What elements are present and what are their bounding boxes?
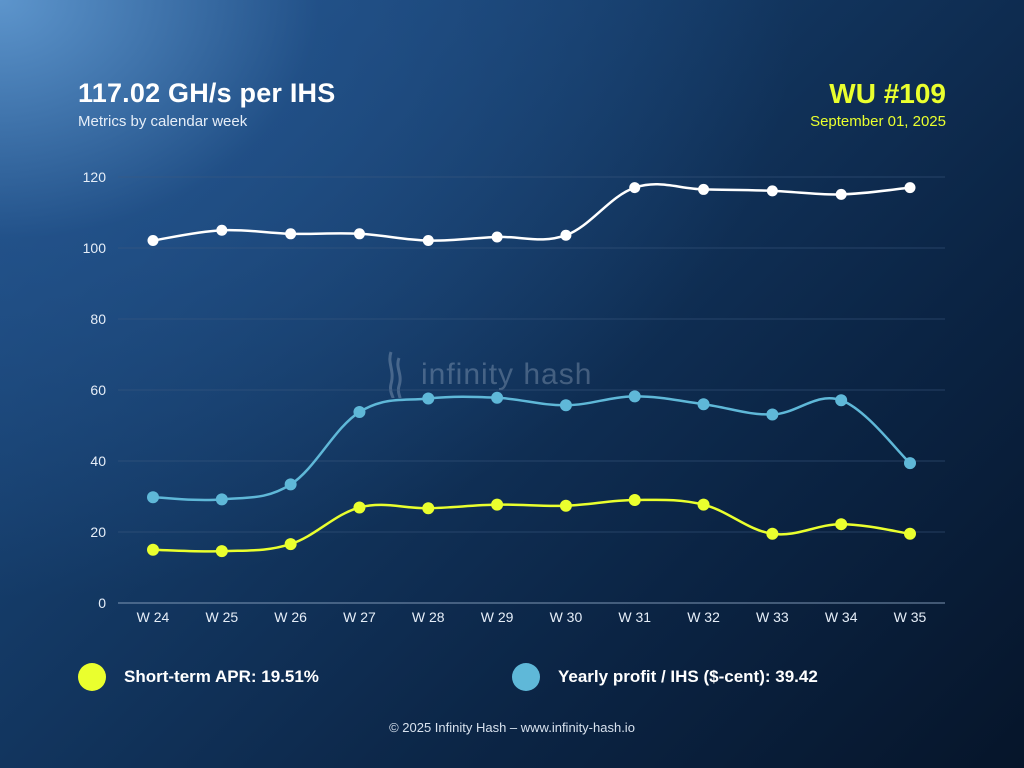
y-tick-label: 80 [90, 311, 106, 327]
data-point [147, 491, 159, 504]
x-axis-ticks: W 24 W 25 W 26 W 27 W 28 W 29 W 30 W 31 W 32 W 33… [137, 609, 927, 625]
data-point [904, 457, 916, 470]
x-tick-label: W 30 [550, 609, 583, 625]
series-lines [152, 183, 911, 553]
data-point [628, 390, 641, 403]
data-point [285, 228, 297, 240]
data-point [216, 224, 228, 236]
data-point [628, 494, 641, 507]
data-point [766, 185, 778, 197]
data-point [491, 391, 504, 404]
wu-number: WU #109 [829, 78, 946, 109]
data-point [835, 394, 848, 407]
x-tick-label: W 34 [825, 609, 858, 625]
y-tick-label: 100 [83, 240, 107, 256]
series-line-1 [152, 395, 911, 502]
data-point [697, 498, 710, 511]
x-tick-label: W 24 [137, 609, 170, 625]
y-tick-label: 60 [90, 382, 106, 398]
y-tick-label: 40 [90, 453, 106, 469]
chart-subtitle: Metrics by calendar week [78, 113, 248, 130]
y-axis-ticks: 0 20 40 60 80 100 120 [83, 169, 107, 611]
legend-profit: Yearly profit / IHS ($-cent): 39.42 [512, 663, 818, 691]
footer-copyright: © 2025 Infinity Hash – www.infinity-hash… [389, 720, 635, 735]
x-tick-label: W 33 [756, 609, 789, 625]
data-point [422, 392, 435, 405]
grid-lines [118, 176, 945, 604]
series-line-2 [152, 498, 911, 553]
infinity-hash-watermark: infinity hash [385, 350, 592, 400]
legend-profit-label: Yearly profit / IHS ($-cent): 39.42 [558, 667, 818, 686]
data-point [353, 228, 365, 240]
data-point [215, 545, 228, 558]
data-point [491, 231, 503, 243]
series-line-0 [152, 183, 911, 242]
data-point [215, 493, 228, 506]
data-point [353, 406, 366, 419]
x-tick-label: W 27 [343, 609, 376, 625]
data-point [147, 235, 159, 247]
data-point [766, 408, 779, 421]
data-point [353, 501, 366, 514]
apr-dot-icon [78, 663, 106, 691]
data-point [284, 478, 297, 491]
data-point [559, 499, 572, 512]
legend-apr-label: Short-term APR: 19.51% [124, 667, 319, 686]
data-point [284, 538, 297, 551]
data-point [422, 502, 435, 515]
data-point [559, 399, 572, 412]
data-point [147, 543, 159, 556]
watermark-text: infinity hash [421, 358, 593, 391]
infinity-hash-logo-icon [388, 351, 402, 399]
data-point [904, 527, 916, 540]
x-tick-label: W 32 [687, 609, 720, 625]
x-tick-label: W 28 [412, 609, 445, 625]
data-point [835, 518, 848, 531]
data-point [835, 188, 847, 200]
x-tick-label: W 25 [205, 609, 238, 625]
y-tick-label: 20 [90, 524, 106, 540]
x-tick-label: W 26 [274, 609, 307, 625]
x-tick-label: W 29 [481, 609, 514, 625]
x-tick-label: W 35 [894, 609, 927, 625]
legend-apr: Short-term APR: 19.51% [78, 663, 319, 691]
y-tick-label: 120 [83, 169, 107, 185]
y-tick-label: 0 [98, 595, 106, 611]
profit-dot-icon [512, 663, 540, 691]
data-point [491, 498, 504, 511]
data-point [766, 527, 779, 540]
data-point [560, 229, 572, 241]
data-point [629, 182, 641, 194]
data-point [697, 398, 710, 411]
data-point [904, 182, 916, 194]
data-point [422, 235, 434, 247]
x-tick-label: W 31 [618, 609, 651, 625]
report-date: September 01, 2025 [810, 113, 946, 130]
series-points [147, 182, 916, 558]
data-point [698, 183, 710, 195]
chart-title: 117.02 GH/s per IHS [78, 78, 336, 108]
